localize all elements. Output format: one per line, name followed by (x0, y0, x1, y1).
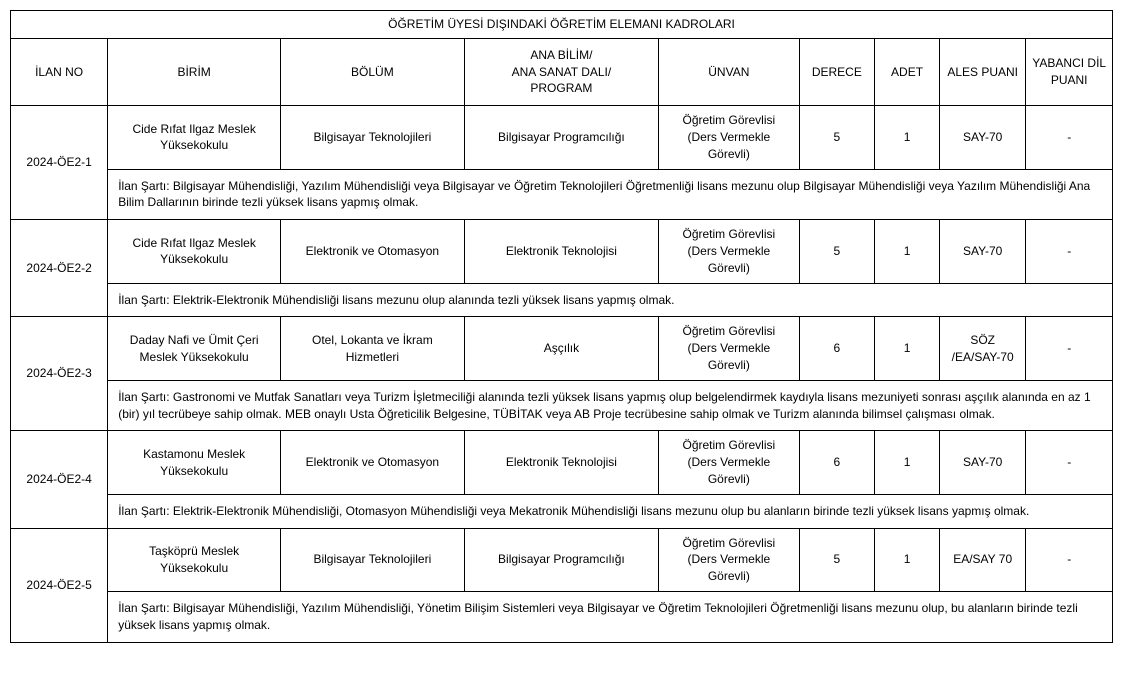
cell-derece: 5 (799, 528, 875, 591)
cell-ilan-no: 2024-ÖE2-5 (11, 528, 108, 642)
cell-ilan-no: 2024-ÖE2-3 (11, 317, 108, 431)
cell-program: Elektronik Teknolojisi (464, 220, 658, 283)
cell-adet: 1 (875, 220, 940, 283)
cell-derece: 5 (799, 106, 875, 169)
cell-bolum: Elektronik ve Otomasyon (281, 431, 465, 494)
cell-condition: İlan Şartı: Gastronomi ve Mutfak Sanatla… (108, 380, 1113, 431)
cell-unvan: Öğretim Görevlisi (Ders Vermekle Görevli… (659, 431, 799, 494)
table-row: 2024-ÖE2-2Cide Rıfat Ilgaz Meslek Yüksek… (11, 220, 1113, 283)
table-title: ÖĞRETİM ÜYESİ DIŞINDAKİ ÖĞRETİM ELEMANI … (11, 11, 1113, 39)
cell-adet: 1 (875, 528, 940, 591)
cell-unvan: Öğretim Görevlisi (Ders Vermekle Görevli… (659, 220, 799, 283)
table-row-condition: İlan Şartı: Gastronomi ve Mutfak Sanatla… (11, 380, 1113, 431)
cell-bolum: Bilgisayar Teknolojileri (281, 528, 465, 591)
cell-birim: Kastamonu Meslek Yüksekokulu (108, 431, 281, 494)
cell-derece: 5 (799, 220, 875, 283)
cell-ilan-no: 2024-ÖE2-1 (11, 106, 108, 220)
table-row: 2024-ÖE2-1Cide Rıfat Ilgaz Meslek Yüksek… (11, 106, 1113, 169)
cell-program: Bilgisayar Programcılığı (464, 528, 658, 591)
cell-adet: 1 (875, 106, 940, 169)
cell-birim: Cide Rıfat Ilgaz Meslek Yüksekokulu (108, 106, 281, 169)
cell-condition: İlan Şartı: Bilgisayar Mühendisliği, Yaz… (108, 591, 1113, 642)
cell-derece: 6 (799, 317, 875, 380)
cell-birim: Taşköprü Meslek Yüksekokulu (108, 528, 281, 591)
cell-ales: SÖZ /EA/SAY-70 (939, 317, 1025, 380)
cell-ilan-no: 2024-ÖE2-4 (11, 431, 108, 528)
col-dil: YABANCI DİL PUANI (1026, 38, 1113, 105)
cell-ales: EA/SAY 70 (939, 528, 1025, 591)
col-adet: ADET (875, 38, 940, 105)
col-birim: BİRİM (108, 38, 281, 105)
cell-dil: - (1026, 528, 1113, 591)
cell-dil: - (1026, 106, 1113, 169)
cell-ales: SAY-70 (939, 106, 1025, 169)
cell-program: Aşçılık (464, 317, 658, 380)
table-row: 2024-ÖE2-5Taşköprü Meslek YüksekokuluBil… (11, 528, 1113, 591)
cell-dil: - (1026, 431, 1113, 494)
cell-bolum: Elektronik ve Otomasyon (281, 220, 465, 283)
cell-unvan: Öğretim Görevlisi (Ders Vermekle Görevli… (659, 317, 799, 380)
cell-adet: 1 (875, 317, 940, 380)
col-derece: DERECE (799, 38, 875, 105)
cell-birim: Cide Rıfat Ilgaz Meslek Yüksekokulu (108, 220, 281, 283)
cell-unvan: Öğretim Görevlisi (Ders Vermekle Görevli… (659, 528, 799, 591)
cell-bolum: Bilgisayar Teknolojileri (281, 106, 465, 169)
cell-derece: 6 (799, 431, 875, 494)
cell-dil: - (1026, 317, 1113, 380)
cell-ales: SAY-70 (939, 220, 1025, 283)
col-bolum: BÖLÜM (281, 38, 465, 105)
cell-dil: - (1026, 220, 1113, 283)
col-unvan: ÜNVAN (659, 38, 799, 105)
cell-program: Elektronik Teknolojisi (464, 431, 658, 494)
table-row-condition: İlan Şartı: Elektrik-Elektronik Mühendis… (11, 494, 1113, 528)
cell-ales: SAY-70 (939, 431, 1025, 494)
col-ales: ALES PUANI (939, 38, 1025, 105)
cell-condition: İlan Şartı: Elektrik-Elektronik Mühendis… (108, 283, 1113, 317)
cell-bolum: Otel, Lokanta ve İkram Hizmetleri (281, 317, 465, 380)
table-row-condition: İlan Şartı: Bilgisayar Mühendisliği, Yaz… (11, 591, 1113, 642)
table-row: 2024-ÖE2-4Kastamonu Meslek YüksekokuluEl… (11, 431, 1113, 494)
table-row: 2024-ÖE2-3Daday Nafi ve Ümit Çeri Meslek… (11, 317, 1113, 380)
cell-program: Bilgisayar Programcılığı (464, 106, 658, 169)
col-ilan-no: İLAN NO (11, 38, 108, 105)
cell-unvan: Öğretim Görevlisi (Ders Vermekle Görevli… (659, 106, 799, 169)
cell-adet: 1 (875, 431, 940, 494)
cell-ilan-no: 2024-ÖE2-2 (11, 220, 108, 317)
staff-positions-table: ÖĞRETİM ÜYESİ DIŞINDAKİ ÖĞRETİM ELEMANI … (10, 10, 1113, 643)
table-row-condition: İlan Şartı: Elektrik-Elektronik Mühendis… (11, 283, 1113, 317)
cell-condition: İlan Şartı: Bilgisayar Mühendisliği, Yaz… (108, 169, 1113, 220)
table-row-condition: İlan Şartı: Bilgisayar Mühendisliği, Yaz… (11, 169, 1113, 220)
cell-condition: İlan Şartı: Elektrik-Elektronik Mühendis… (108, 494, 1113, 528)
col-program: ANA BİLİM/ANA SANAT DALI/PROGRAM (464, 38, 658, 105)
cell-birim: Daday Nafi ve Ümit Çeri Meslek Yüksekoku… (108, 317, 281, 380)
